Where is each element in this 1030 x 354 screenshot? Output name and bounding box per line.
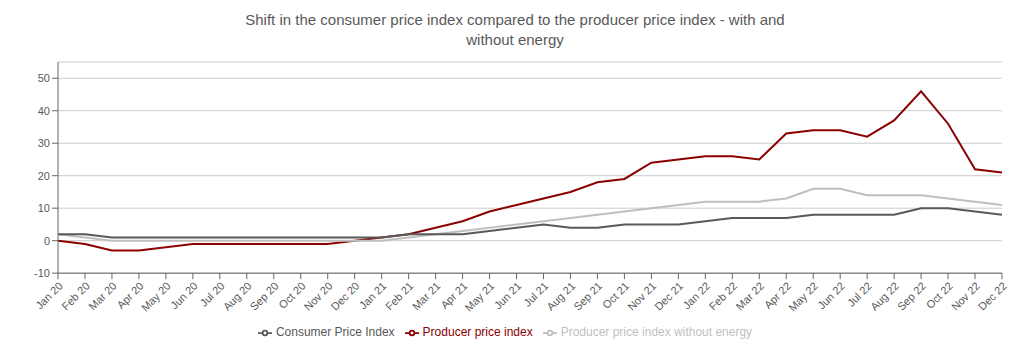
svg-text:Nov 20: Nov 20	[302, 280, 335, 313]
svg-text:30: 30	[38, 137, 50, 149]
svg-text:40: 40	[38, 105, 50, 117]
html-text:Producer price index: Producer price index	[422, 325, 533, 340]
svg-text:Apr 21: Apr 21	[438, 279, 470, 311]
svg-text:50: 50	[38, 72, 50, 84]
svg-text:Jul 21: Jul 21	[521, 279, 551, 309]
svg-text:20: 20	[38, 170, 50, 182]
svg-text:Jan 22: Jan 22	[680, 280, 712, 312]
svg-text:0: 0	[44, 235, 50, 247]
svg-text:Jan 20: Jan 20	[33, 280, 65, 312]
svg-text:May 22: May 22	[786, 280, 820, 314]
svg-text:Feb 21: Feb 21	[383, 280, 416, 313]
svg-text:Dec 22: Dec 22	[976, 280, 1009, 313]
svg-text:Nov 22: Nov 22	[949, 280, 982, 313]
svg-text:Jun 22: Jun 22	[815, 280, 847, 312]
svg-text:Jul 20: Jul 20	[197, 279, 227, 309]
svg-text:Oct 22: Oct 22	[923, 279, 955, 311]
html-text:without energy: without energy	[466, 31, 564, 48]
svg-text:Aug 22: Aug 22	[868, 280, 901, 313]
svg-text:Feb 22: Feb 22	[707, 280, 740, 313]
html-text:Producer price index without e: Producer price index without energy	[560, 325, 753, 340]
svg-text:Apr 22: Apr 22	[761, 279, 794, 311]
svg-text:Sep 20: Sep 20	[248, 280, 281, 313]
svg-text:Oct 20: Oct 20	[276, 279, 308, 311]
svg-text:Sep 21: Sep 21	[571, 280, 604, 313]
svg-text:Aug 20: Aug 20	[221, 280, 254, 313]
svg-text:Dec 20: Dec 20	[328, 280, 361, 313]
svg-text:Jun 20: Jun 20	[168, 280, 200, 312]
svg-text:May 21: May 21	[462, 280, 496, 314]
html-text:Shift in the consumer price in: Shift in the consumer price index compar…	[245, 11, 785, 28]
svg-text:Dec 21: Dec 21	[652, 280, 685, 313]
svg-text:-10: -10	[34, 267, 50, 279]
svg-text:Feb 20: Feb 20	[59, 280, 92, 313]
svg-text:Mar 22: Mar 22	[733, 280, 766, 313]
svg-text:10: 10	[38, 202, 50, 214]
svg-text:Apr 20: Apr 20	[114, 279, 146, 311]
svg-text:Jan 21: Jan 21	[357, 280, 389, 312]
svg-text:Jul 22: Jul 22	[844, 279, 875, 309]
svg-text:Oct 21: Oct 21	[599, 279, 632, 311]
svg-text:Nov 21: Nov 21	[625, 280, 658, 313]
svg-text:May 20: May 20	[139, 280, 173, 314]
svg-text:Sep 22: Sep 22	[895, 280, 928, 313]
svg-text:Aug 21: Aug 21	[544, 280, 577, 313]
svg-text:Mar 21: Mar 21	[410, 280, 443, 313]
svg-text:Jun 21: Jun 21	[492, 280, 524, 312]
html-text:Consumer Price Index: Consumer Price Index	[275, 325, 395, 340]
svg-text:Mar 20: Mar 20	[86, 280, 119, 313]
